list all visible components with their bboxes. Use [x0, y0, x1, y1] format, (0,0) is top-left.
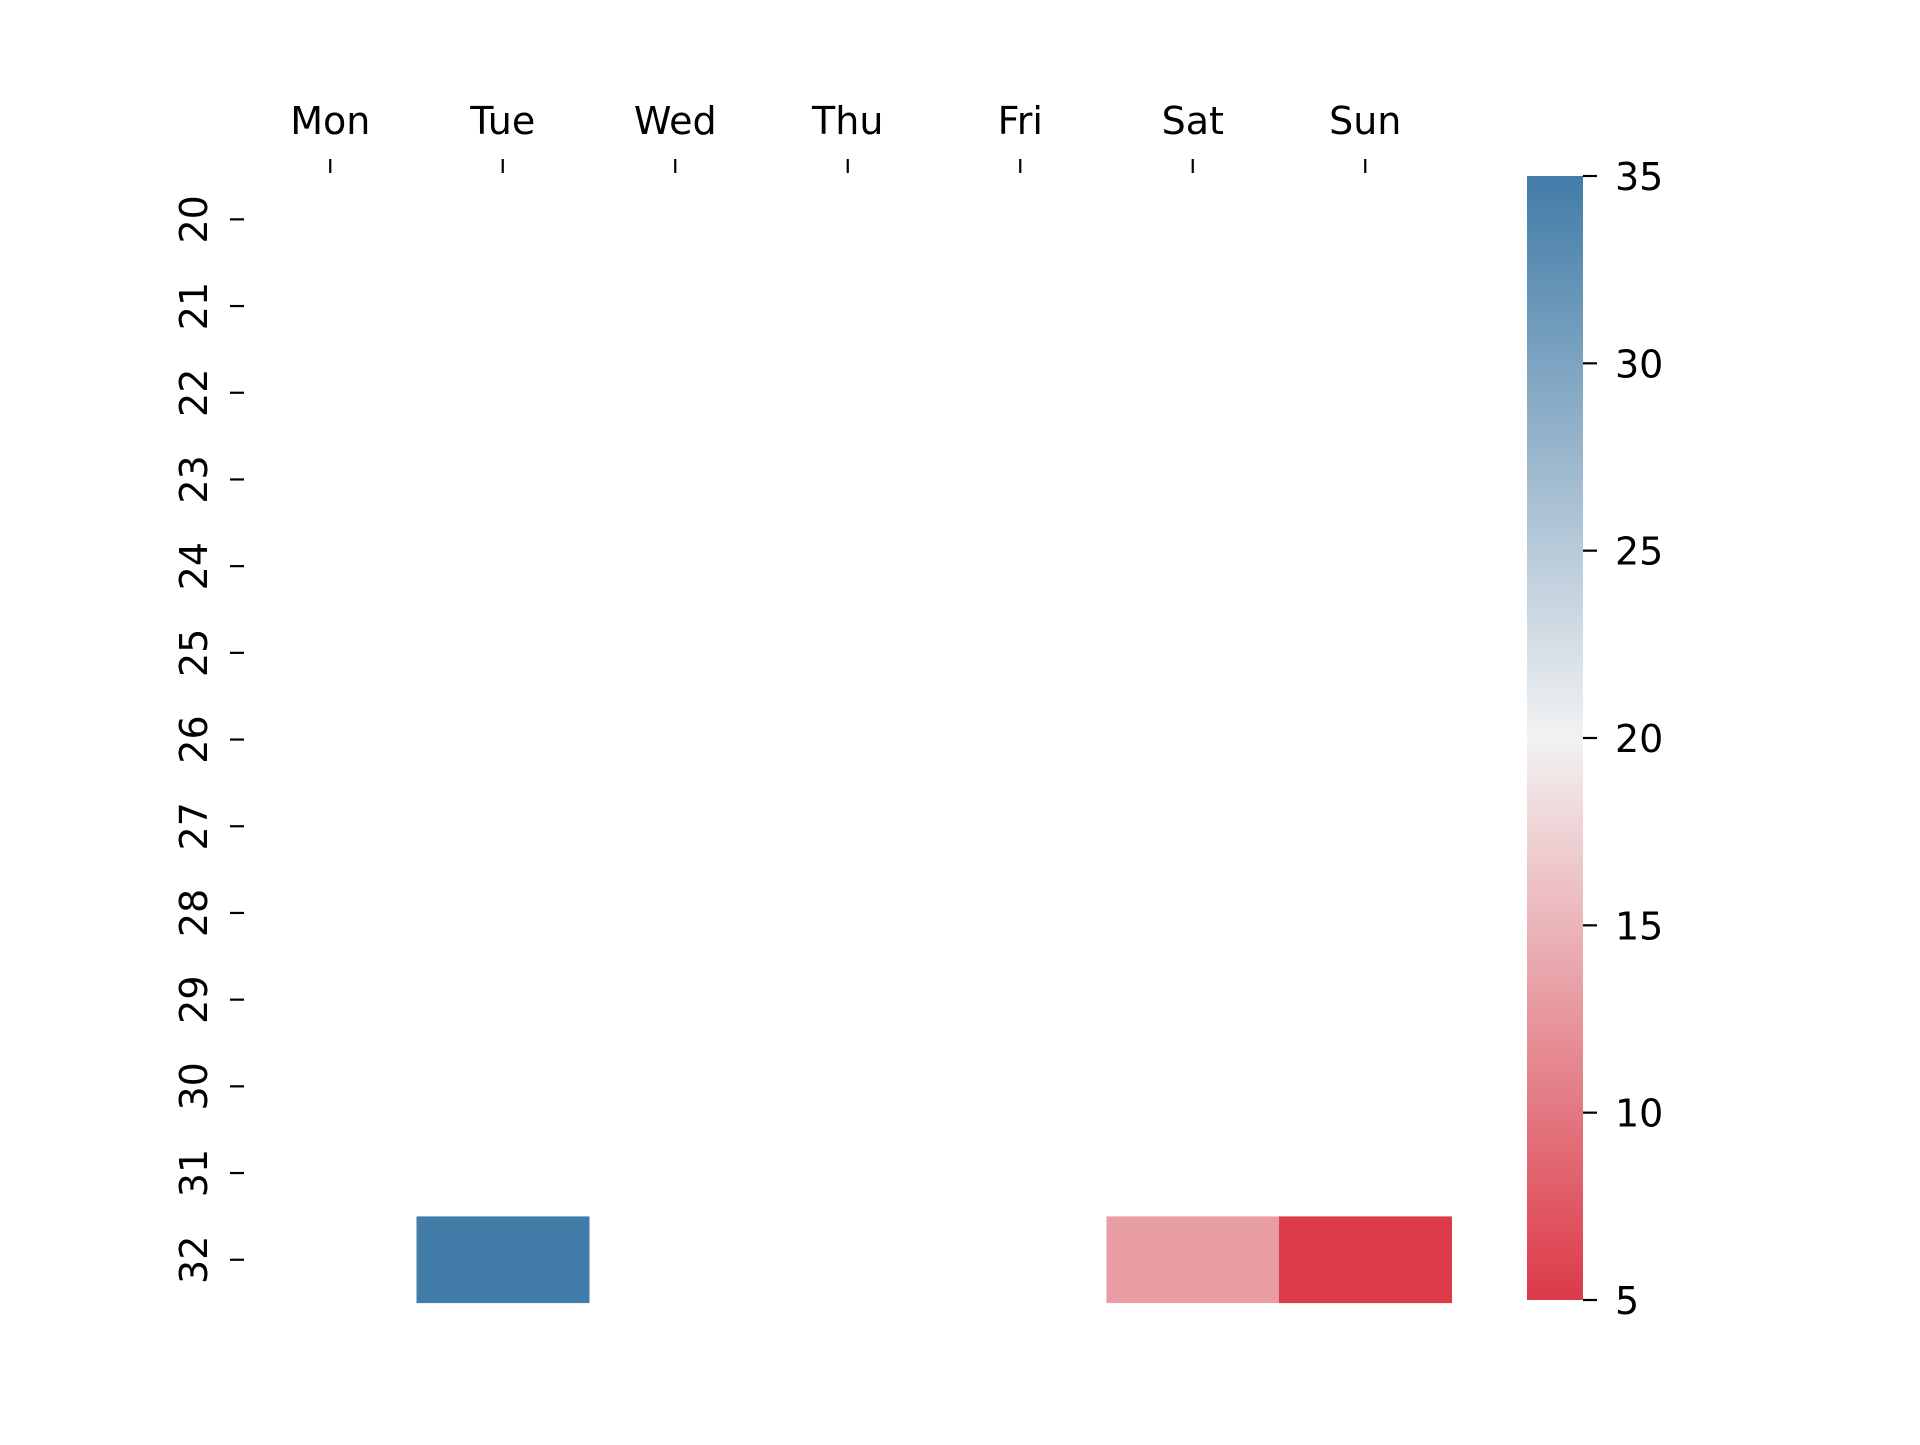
x-tick-label-mon: Mon	[290, 99, 370, 143]
y-tick-label-27: 27	[172, 802, 216, 850]
y-tick-label-32: 32	[172, 1236, 216, 1284]
colorbar-tick-label-30: 30	[1615, 342, 1663, 386]
y-tick-label-22: 22	[172, 369, 216, 417]
y-tick-label-23: 23	[172, 455, 216, 503]
colorbar-tick-label-15: 15	[1615, 904, 1663, 948]
heatmap-cells	[416, 1216, 1452, 1304]
y-tick-label-21: 21	[172, 282, 216, 330]
y-tick-label-29: 29	[172, 975, 216, 1023]
y-tick-label-30: 30	[172, 1062, 216, 1110]
x-tick-label-sat: Sat	[1162, 99, 1224, 143]
x-tick-label-thu: Thu	[811, 99, 883, 143]
x-tick-label-fri: Fri	[998, 99, 1043, 143]
y-tick-label-20: 20	[172, 195, 216, 243]
heatmap-cell-tue-32	[416, 1216, 590, 1304]
x-tick-label-wed: Wed	[634, 99, 717, 143]
heatmap-cell-sat-32	[1106, 1216, 1280, 1304]
y-tick-label-24: 24	[172, 542, 216, 590]
heatmap-cell-sun-32	[1279, 1216, 1452, 1304]
x-axis: Mon Tue Wed Thu Fri Sat Sun	[290, 99, 1401, 173]
x-tick-label-sun: Sun	[1329, 99, 1401, 143]
colorbar: 5 10 15 20 25 30 35	[1527, 155, 1663, 1323]
colorbar-tick-label-20: 20	[1615, 717, 1663, 761]
y-tick-label-26: 26	[172, 715, 216, 763]
y-tick-label-31: 31	[172, 1149, 216, 1197]
y-tick-label-25: 25	[172, 629, 216, 677]
colorbar-tick-label-5: 5	[1615, 1279, 1639, 1323]
y-tick-label-28: 28	[172, 889, 216, 937]
colorbar-gradient	[1527, 176, 1583, 1300]
colorbar-tick-label-10: 10	[1615, 1092, 1663, 1136]
colorbar-tick-label-35: 35	[1615, 155, 1663, 199]
colorbar-tick-label-25: 25	[1615, 530, 1663, 574]
x-tick-label-tue: Tue	[469, 99, 535, 143]
y-axis: 20 21 22 23 24 25 26 27 28 29 30 31 32	[172, 195, 244, 1284]
